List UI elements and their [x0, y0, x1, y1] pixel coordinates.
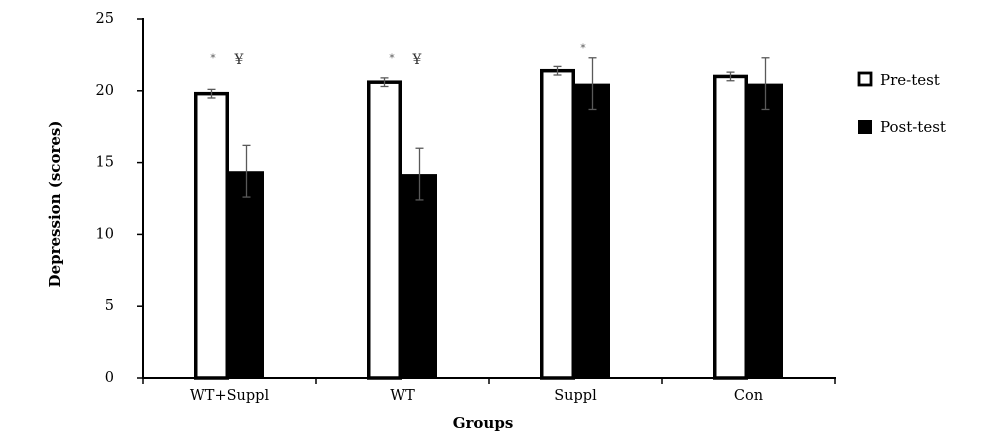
y-tick-label: 10 [96, 226, 114, 242]
error-bar-pre-test-wt-suppl [207, 88, 216, 99]
error-bar-post-test-wt [415, 147, 424, 201]
x-tick-label-wt-suppl: WT+Suppl [190, 388, 270, 404]
error-bar-post-test-suppl [588, 57, 597, 111]
annotation-yen-wt-suppl: ¥ [234, 52, 244, 68]
annotation-yen-wt: ¥ [412, 52, 422, 68]
error-bar-group [207, 57, 770, 201]
x-tick-label-suppl: Suppl [554, 388, 597, 404]
y-axis-ticks: 0 5 10 15 20 25 [96, 11, 143, 386]
y-tick-label: 20 [96, 83, 114, 99]
error-bar-post-test-con [761, 57, 770, 111]
bar-post-test-wt [402, 174, 437, 378]
bar-post-test-con [748, 83, 783, 379]
bar-pre-test-suppl [540, 68, 575, 380]
bar-pre-test-con [713, 74, 748, 380]
y-tick-label: 0 [105, 370, 114, 386]
bar-pre-test-wt-suppl [194, 91, 229, 380]
x-axis-ticks: WT+Suppl WT Suppl Con [142, 378, 836, 404]
y-axis-title: Depression (scores) [46, 121, 64, 288]
error-bar-post-test-wt-suppl [242, 144, 251, 198]
x-tick-label-con: Con [734, 388, 763, 404]
annotation-asterisk-suppl: * [580, 42, 586, 55]
bar-group [194, 68, 783, 380]
annotation-asterisk-wt: * [389, 52, 395, 65]
x-tick-label-wt: WT [390, 388, 415, 404]
legend-label-post-test: Post-test [880, 118, 946, 136]
error-bar-pre-test-wt [380, 77, 389, 88]
y-tick-label: 25 [96, 11, 114, 27]
bar-pre-test-wt [367, 80, 402, 380]
legend-swatch-pre-test [857, 71, 873, 87]
y-tick-label: 15 [96, 155, 114, 171]
error-bar-pre-test-con [726, 71, 735, 82]
bar-post-test-wt-suppl [229, 171, 264, 378]
error-bar-pre-test-suppl [553, 65, 562, 76]
legend-swatch-post-test [858, 120, 872, 134]
legend-label-pre-test: Pre-test [880, 71, 940, 89]
annotation-asterisk-wt-suppl: * [210, 52, 216, 65]
bar-post-test-suppl [575, 83, 610, 379]
significance-annotations: * ¥ * ¥ * [210, 42, 586, 69]
legend: Pre-test Post-test [857, 71, 946, 136]
y-tick-label: 5 [105, 298, 114, 314]
x-axis-title: Groups [453, 414, 514, 432]
